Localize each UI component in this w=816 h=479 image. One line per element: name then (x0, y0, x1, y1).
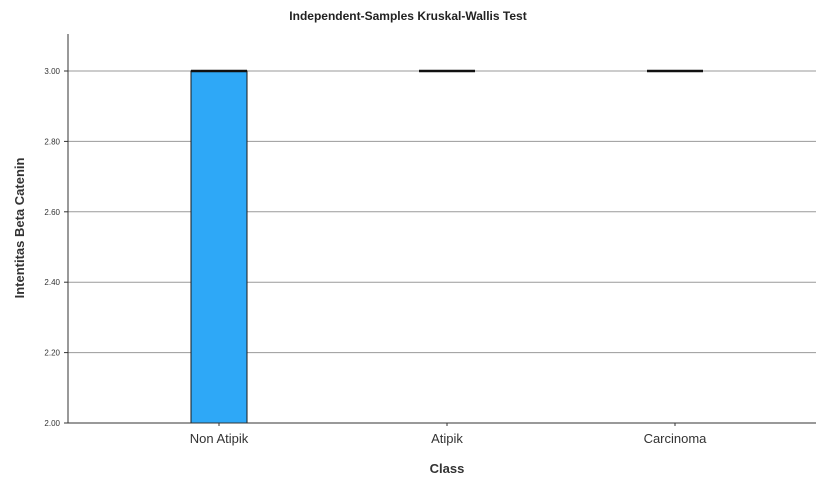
x-axis-title: Class (430, 461, 465, 476)
grid-lines (68, 70, 816, 354)
y-tick-label: 3.00 (44, 67, 60, 76)
x-tick-label: Non Atipik (190, 431, 249, 446)
y-tick-labels: 2.00 2.20 2.40 2.60 2.80 3.00 (44, 67, 68, 428)
x-tick-labels: Non Atipik Atipik Carcinoma (190, 423, 707, 446)
y-tick-label: 2.20 (44, 349, 60, 358)
y-tick-label: 2.60 (44, 208, 60, 217)
box-non-atipik (190, 70, 248, 424)
y-tick-label: 2.40 (44, 278, 60, 287)
chart-title: Independent-Samples Kruskal-Wallis Test (289, 9, 527, 23)
boxes (190, 69, 703, 424)
y-tick-label: 2.80 (44, 137, 60, 146)
x-tick-label: Atipik (431, 431, 463, 446)
y-tick-label: 2.00 (44, 419, 60, 428)
y-axis-title: Intentitas Beta Catenin (12, 158, 27, 299)
x-tick-label: Carcinoma (644, 431, 708, 446)
axes (67, 34, 816, 424)
